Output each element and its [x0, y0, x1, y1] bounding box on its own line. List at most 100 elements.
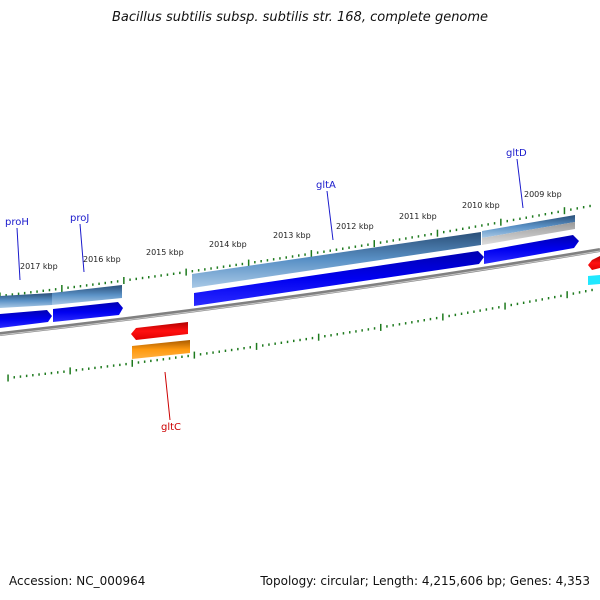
minor-tick: [544, 213, 547, 216]
minor-tick: [32, 374, 34, 377]
minor-tick: [204, 268, 206, 271]
minor-tick: [329, 249, 331, 252]
minor-tick: [179, 271, 181, 275]
minor-tick: [330, 334, 332, 337]
minor-tick: [235, 263, 237, 267]
tick-label: 2012 kbp: [336, 222, 374, 231]
minor-tick: [187, 354, 189, 358]
minor-tick: [429, 317, 432, 321]
cds-arrow-gltD[interactable]: [484, 235, 579, 264]
minor-tick: [430, 233, 432, 236]
gene-label-proJ[interactable]: proJ: [70, 213, 89, 224]
major-tick: [69, 367, 71, 375]
minor-tick: [73, 285, 75, 289]
minor-tick: [25, 374, 28, 378]
minor-tick: [354, 245, 357, 248]
minor-tick: [551, 211, 553, 215]
major-tick: [61, 285, 63, 292]
genome-backbone: [0, 248, 600, 336]
cds-arrow-proJ[interactable]: [53, 302, 123, 322]
minor-tick: [485, 308, 488, 311]
gene-bar-gltD[interactable]: [482, 215, 575, 238]
minor-tick: [30, 291, 32, 294]
minor-tick: [348, 246, 350, 249]
minor-tick: [578, 291, 581, 294]
gene-bar-proJ[interactable]: [52, 285, 122, 305]
gene-label-gltC[interactable]: gltC: [161, 422, 181, 433]
minor-tick: [137, 361, 140, 364]
gene-label-gltA[interactable]: gltA: [316, 180, 336, 191]
minor-tick: [148, 276, 150, 279]
minor-tick: [272, 258, 275, 261]
minor-tick: [237, 347, 239, 351]
edge-feature-cyan[interactable]: [588, 275, 600, 285]
tick-label: 2016 kbp: [83, 255, 121, 264]
minor-tick: [519, 217, 521, 220]
minor-tick: [166, 273, 169, 276]
minor-tick: [572, 292, 575, 295]
minor-tick: [576, 207, 578, 210]
gene-bar-proH[interactable]: [0, 293, 52, 308]
minor-tick: [291, 255, 294, 258]
minor-tick: [516, 302, 519, 306]
major-tick: [247, 259, 250, 267]
minor-tick: [462, 227, 464, 230]
minor-tick: [373, 327, 376, 330]
minor-tick: [570, 208, 572, 211]
minor-tick: [197, 269, 200, 272]
minor-tick: [424, 234, 426, 237]
minor-tick: [582, 206, 585, 209]
minor-tick: [116, 280, 119, 283]
major-tick: [317, 333, 320, 341]
reverse-strand-features: [131, 322, 190, 359]
tick-label: 2009 kbp: [524, 190, 562, 199]
gene-label-gltD[interactable]: gltD: [506, 148, 527, 159]
cds-arrow-gltA[interactable]: [194, 251, 484, 306]
minor-tick: [262, 344, 264, 347]
minor-tick: [557, 210, 559, 214]
minor-tick: [386, 240, 388, 243]
minor-tick: [468, 226, 470, 229]
minor-tick: [229, 264, 231, 267]
gene-bar-gltC[interactable]: [132, 340, 190, 359]
gene-bars: [0, 215, 575, 308]
minor-tick: [554, 295, 556, 299]
minor-tick: [467, 311, 469, 314]
minor-tick: [181, 355, 183, 358]
minor-tick: [206, 352, 208, 355]
cds-arrow-gltC[interactable]: [131, 322, 188, 340]
minor-tick: [79, 285, 82, 288]
minor-tick: [92, 283, 94, 286]
minor-tick: [88, 367, 90, 370]
minor-tick: [589, 204, 591, 208]
minor-tick: [538, 214, 540, 217]
minor-tick: [212, 351, 214, 354]
minor-tick: [405, 237, 407, 240]
lower-scale-ticks: [7, 288, 593, 382]
gene-label-proH[interactable]: proH: [5, 217, 29, 228]
map-title: Bacillus subtilis subsp. subtilis str. 1…: [111, 10, 489, 25]
cds-arrow-proH[interactable]: [0, 310, 52, 328]
minor-tick: [129, 278, 131, 281]
label-line-gltD: [516, 158, 524, 209]
minor-tick: [479, 309, 481, 312]
minor-tick: [266, 259, 269, 262]
major-tick: [500, 218, 502, 226]
minor-tick: [335, 248, 338, 251]
gene-bar-gltA[interactable]: [192, 232, 481, 288]
minor-tick: [50, 371, 53, 375]
minor-tick: [11, 293, 14, 296]
minor-tick: [560, 294, 562, 298]
minor-tick: [175, 356, 177, 359]
minor-tick: [443, 230, 445, 234]
minor-tick: [268, 343, 270, 346]
minor-tick: [411, 321, 413, 324]
edge-feature-red[interactable]: [588, 256, 600, 270]
minor-tick: [360, 244, 363, 247]
cds-arrows-forward: [0, 235, 579, 328]
minor-tick: [254, 261, 256, 264]
major-tick: [255, 342, 258, 350]
minor-tick: [100, 366, 102, 369]
